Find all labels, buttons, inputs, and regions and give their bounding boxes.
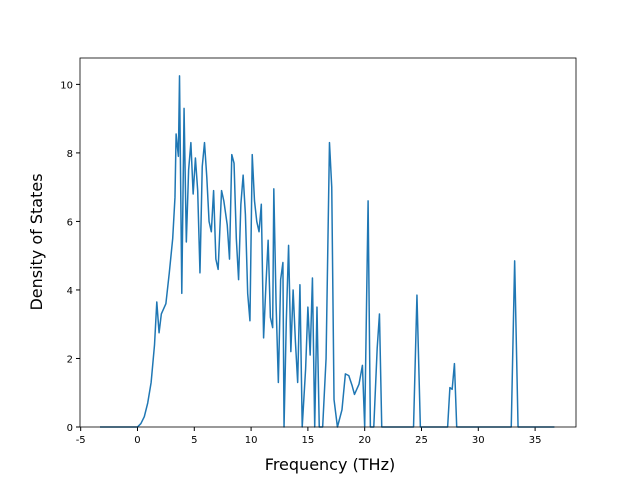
x-tick-label: 5	[191, 435, 197, 446]
y-tick-label: 10	[60, 80, 73, 91]
x-tick-label: 25	[415, 435, 428, 446]
x-tick-label: 35	[529, 435, 542, 446]
x-tick-label: -5	[76, 435, 86, 446]
x-tick-label: 30	[472, 435, 485, 446]
x-tick-label: 20	[358, 435, 371, 446]
plot-frame	[79, 57, 577, 428]
y-tick-label: 6	[67, 217, 73, 228]
line	[99, 75, 555, 428]
y-tick-label: 4	[67, 286, 73, 297]
x-tick-label: 10	[245, 435, 258, 446]
y-tick-label: 8	[67, 149, 73, 160]
y-tick-label: 2	[67, 354, 73, 365]
x-axis-label: Frequency (THz)	[265, 455, 395, 474]
x-tick-label: 0	[134, 435, 140, 446]
y-tick-label: 0	[67, 423, 73, 434]
y-axis-label: Density of States	[27, 173, 46, 310]
x-tick-label: 15	[302, 435, 315, 446]
